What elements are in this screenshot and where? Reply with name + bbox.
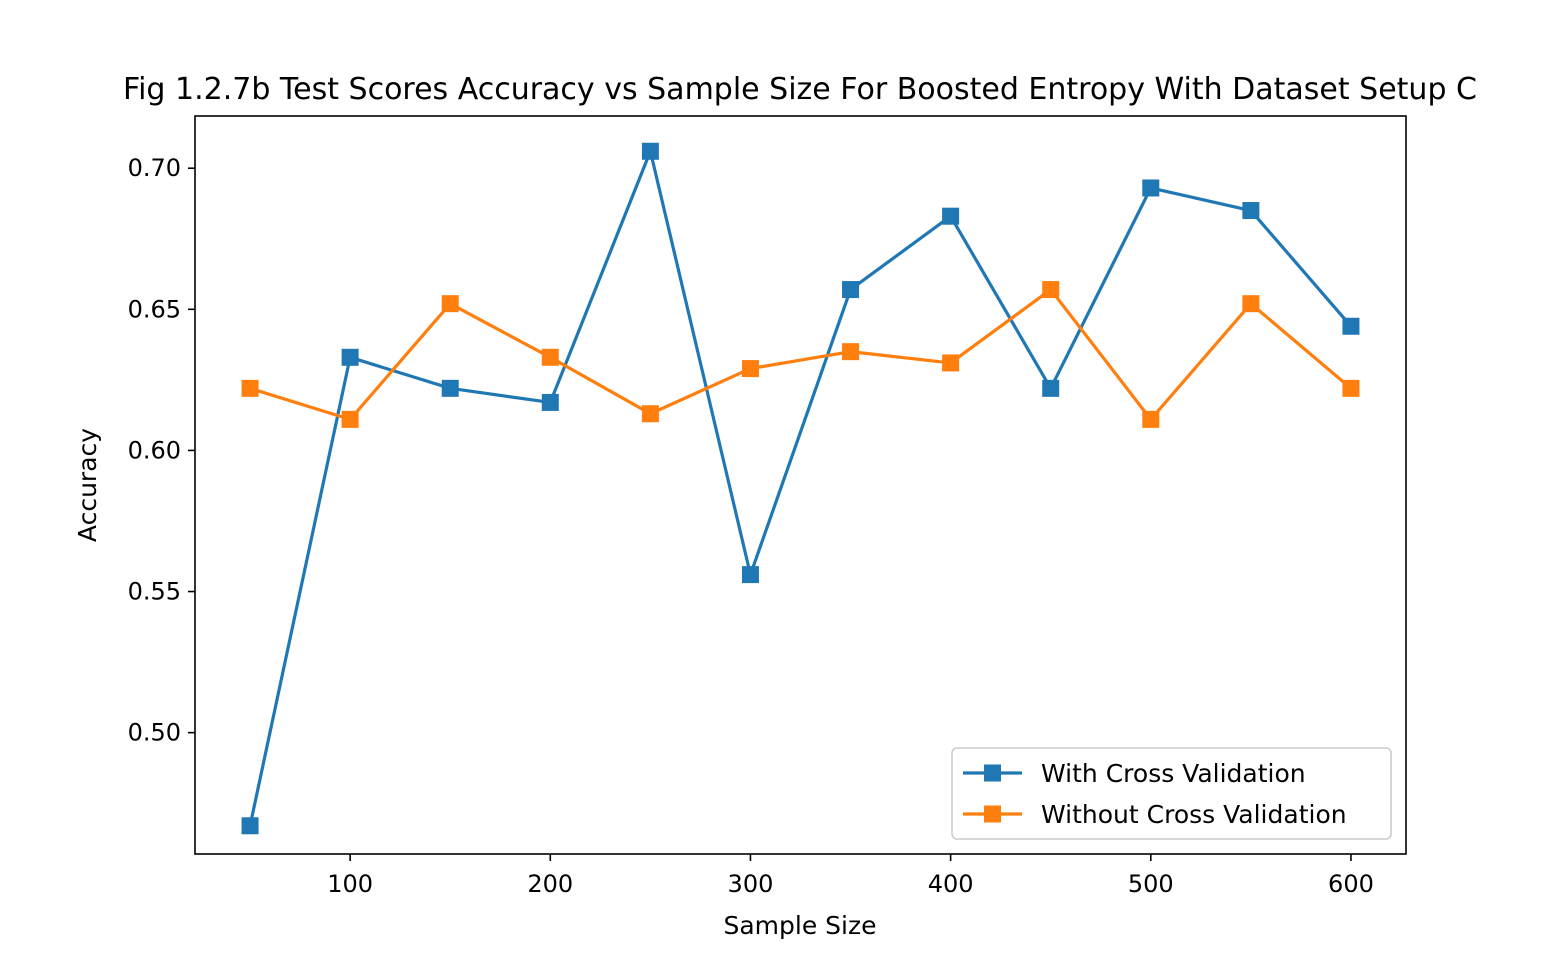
series-1-point: [1242, 202, 1260, 220]
y-tick-label: 0.60: [128, 436, 181, 464]
series-2-point: [1342, 379, 1360, 397]
series-2: [241, 281, 1360, 428]
y-tick-label: 0.65: [128, 295, 181, 323]
x-axis: 100 200 300 400 500 600: [327, 854, 1374, 898]
series-1-point: [541, 393, 559, 411]
x-axis-label: Sample Size: [723, 911, 876, 940]
series-2-point: [1042, 281, 1060, 299]
x-tick-label: 500: [1128, 870, 1174, 898]
series-1-point: [641, 142, 659, 160]
series-layer: [241, 142, 1360, 835]
series-2-point: [641, 405, 659, 423]
y-tick-label: 0.70: [128, 154, 181, 182]
legend-swatch-marker: [984, 805, 1001, 823]
series-2-point: [842, 343, 860, 361]
x-tick-label: 600: [1328, 870, 1374, 898]
y-tick-label: 0.55: [128, 578, 181, 606]
series-1-point: [942, 207, 960, 225]
series-2-point: [441, 295, 459, 313]
y-axis-label: Accuracy: [73, 428, 102, 542]
x-tick-label: 200: [527, 870, 573, 898]
series-1-point: [741, 566, 759, 584]
series-2-point: [341, 410, 359, 428]
series-1-line: [248, 149, 1354, 828]
legend-entry-2: Without Cross Validation: [963, 800, 1347, 829]
series-1-point: [441, 379, 459, 397]
series-2-point: [942, 354, 960, 372]
series-2-line: [248, 287, 1354, 421]
series-1-point: [241, 817, 259, 835]
x-tick-label: 300: [728, 870, 774, 898]
y-axis: 0.50 0.55 0.60 0.65 0.70: [128, 154, 195, 747]
series-1-point: [341, 348, 359, 366]
plot-frame: [194, 115, 1407, 855]
series-1-point: [842, 281, 860, 299]
series-2-point: [1242, 295, 1260, 313]
x-tick-label: 100: [327, 870, 373, 898]
series-1: [241, 142, 1360, 835]
legend-swatch-marker: [984, 764, 1001, 782]
legend-label: Without Cross Validation: [1041, 800, 1347, 829]
legend: With Cross Validation Without Cross Valid…: [951, 747, 1392, 840]
series-1-point: [1342, 317, 1360, 335]
legend-label: With Cross Validation: [1041, 759, 1306, 788]
series-2-point: [741, 360, 759, 378]
x-tick-label: 400: [928, 870, 974, 898]
series-2-point: [541, 348, 559, 366]
series-1-point: [1142, 179, 1160, 197]
legend-frame: [951, 747, 1392, 840]
series-2-point: [241, 379, 259, 397]
legend-entry-1: With Cross Validation: [963, 759, 1306, 788]
chart-title: Fig 1.2.7b Test Scores Accuracy vs Sampl…: [123, 72, 1477, 107]
series-2-point: [1142, 410, 1160, 428]
y-tick-label: 0.50: [128, 719, 181, 747]
series-1-point: [1042, 379, 1060, 397]
